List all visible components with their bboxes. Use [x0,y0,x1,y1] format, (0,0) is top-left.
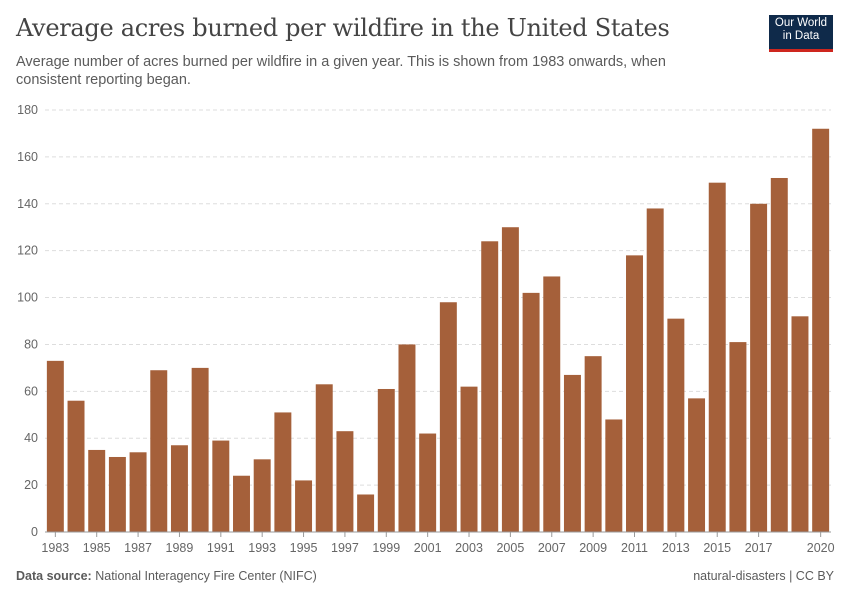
x-tick-label: 2003 [455,541,483,555]
bar-2000 [398,344,416,532]
x-tick-label: 1997 [331,541,359,555]
x-tick-label: 2005 [496,541,524,555]
bar-2018 [770,177,788,532]
bar-1995 [295,480,313,532]
bar-1992 [233,475,250,532]
x-tick-label: 1987 [124,541,152,555]
bar-2010 [605,419,623,532]
x-tick-label: 1985 [83,541,111,555]
bar-1998 [357,494,375,532]
bar-2003 [460,386,478,532]
bar-1997 [336,431,354,532]
license[interactable]: natural-disasters | CC BY [693,569,834,583]
x-tick-label: 2017 [745,541,773,555]
y-tick-label: 100 [17,291,38,305]
x-tick-label: 1995 [290,541,318,555]
owid-logo[interactable]: Our World in Data [769,15,833,52]
bar-2002 [439,302,457,532]
y-tick-label: 80 [24,337,38,351]
x-tick-label: 1989 [166,541,194,555]
bar-2019 [791,316,809,532]
bar-2011 [626,255,643,532]
bar-1983 [46,360,64,532]
x-tick-label: 1993 [248,541,276,555]
bar-2006 [522,292,540,532]
bar-2007 [543,276,561,532]
bar-1999 [377,388,395,532]
y-tick-label: 20 [24,478,38,492]
bar-2001 [419,433,437,532]
data-source[interactable]: Data source: National Interagency Fire C… [16,569,317,583]
y-tick-label: 40 [24,431,38,445]
bar-2008 [563,374,581,532]
x-tick-label: 2020 [807,541,835,555]
x-tick-label: 1983 [41,541,69,555]
x-tick-label: 1991 [207,541,235,555]
x-tick-label: 2001 [414,541,442,555]
x-tick-label: 2011 [621,541,648,555]
y-tick-label: 60 [24,384,38,398]
x-tick-label: 2009 [579,541,607,555]
y-tick-label: 0 [31,525,38,539]
data-source-label: Data source: [16,569,92,583]
bar-2014 [688,398,706,532]
data-source-name: National Interagency Fire Center (NIFC) [95,569,317,583]
bar-2012 [646,208,664,532]
x-tick-label: 1999 [372,541,400,555]
bar-2020 [812,128,830,532]
x-tick-label: 2015 [703,541,731,555]
y-tick-label: 140 [17,197,38,211]
bar-1996 [315,384,333,532]
bar-2013 [667,318,685,532]
y-tick-label: 120 [17,244,38,258]
bar-1985 [88,449,106,532]
x-tick-label: 2013 [662,541,690,555]
x-tick-label: 2007 [538,541,566,555]
bar-1993 [253,459,271,532]
bar-1988 [150,370,168,532]
chart-title: Average acres burned per wildfire in the… [16,14,670,42]
bar-1991 [212,440,230,532]
bar-2017 [750,203,768,532]
y-tick-label: 160 [17,150,38,164]
chart-subtitle: Average number of acres burned per wildf… [16,54,666,88]
bar-1984 [67,400,85,532]
bar-2016 [729,342,747,532]
bar-1990 [191,367,209,532]
bar-2005 [501,227,519,532]
bar-1989 [170,445,188,532]
bar-1986 [108,456,126,532]
y-tick-label: 180 [17,103,38,117]
bar-2009 [584,356,602,532]
bar-1994 [274,412,292,532]
bar-2015 [708,182,726,532]
bar-2004 [481,241,499,533]
bar-1987 [129,452,147,532]
